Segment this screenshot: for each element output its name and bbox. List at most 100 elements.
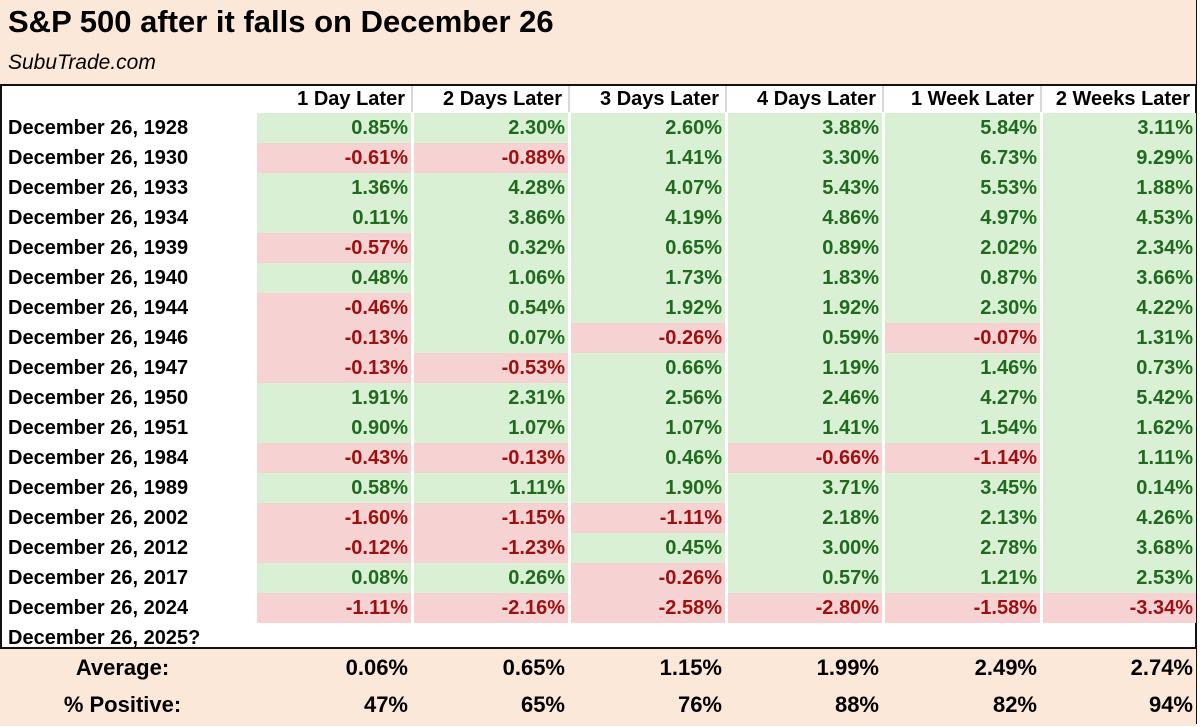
summary-value: 1.99% — [816, 655, 879, 680]
table-cell: 2.18% — [728, 503, 882, 533]
table-cell: 1.54% — [885, 413, 1040, 443]
row-label: December 26, 2017 — [8, 567, 189, 589]
table-cell: -2.16% — [414, 593, 568, 623]
table-cell: 2.78% — [885, 533, 1040, 563]
table-cell: 1.91% — [257, 383, 411, 413]
table-cell: 0.59% — [728, 323, 882, 353]
table-cell: 1.92% — [728, 293, 882, 323]
row-label: December 26, 2025? — [8, 627, 201, 649]
column-header: 2 Weeks Later — [1055, 88, 1190, 110]
row-label: December 26, 1928 — [8, 117, 189, 139]
table-cell: 4.26% — [1043, 503, 1196, 533]
summary-footer — [0, 647, 1196, 726]
column-divider — [882, 86, 884, 112]
summary-label: % Positive: — [63, 692, 182, 717]
table-cell: -1.58% — [885, 593, 1040, 623]
table-cell: -0.07% — [885, 323, 1040, 353]
table-cell: 2.34% — [1043, 233, 1196, 263]
table-cell: 0.48% — [257, 263, 411, 293]
table-cell: 0.07% — [414, 323, 568, 353]
summary-value: 2.49% — [974, 655, 1037, 680]
summary-value: 0.65% — [502, 655, 565, 680]
table-cell: 1.36% — [257, 173, 411, 203]
table-cell: 2.31% — [414, 383, 568, 413]
table-cell: 0.11% — [257, 203, 411, 233]
summary-value: 76% — [677, 692, 722, 717]
column-header: 4 Days Later — [757, 88, 876, 110]
column-divider — [411, 86, 413, 112]
table-cell: -0.13% — [257, 323, 411, 353]
column-divider — [725, 86, 727, 112]
table-cell: -1.15% — [414, 503, 568, 533]
table-cell: 5.53% — [885, 173, 1040, 203]
table-cell: 0.57% — [728, 563, 882, 593]
row-label: December 26, 2002 — [8, 507, 189, 529]
table-cell: 4.22% — [1043, 293, 1196, 323]
table-cell: -1.11% — [571, 503, 725, 533]
table-cell: 5.43% — [728, 173, 882, 203]
row-label: December 26, 2012 — [8, 537, 189, 559]
table-cell: 4.19% — [571, 203, 725, 233]
table-cell: 1.07% — [571, 413, 725, 443]
table-cell: -0.66% — [728, 443, 882, 473]
column-divider — [568, 86, 570, 112]
table-cell: 4.27% — [885, 383, 1040, 413]
table-cell: 1.41% — [571, 143, 725, 173]
table-cell: 0.66% — [571, 353, 725, 383]
table-cell: 4.53% — [1043, 203, 1196, 233]
table-cell: 1.83% — [728, 263, 882, 293]
table-cell: 0.54% — [414, 293, 568, 323]
table-cell: 0.46% — [571, 443, 725, 473]
table-cell: -0.61% — [257, 143, 411, 173]
row-label: December 26, 1930 — [8, 147, 189, 169]
summary-label: Average: — [75, 655, 170, 680]
table-cell: 3.45% — [885, 473, 1040, 503]
row-label: December 26, 1940 — [8, 267, 189, 289]
table-cell: 1.21% — [885, 563, 1040, 593]
table-cell: 0.32% — [414, 233, 568, 263]
table-cell: 3.68% — [1043, 533, 1196, 563]
table-cell: -1.14% — [885, 443, 1040, 473]
table-cell: 3.86% — [414, 203, 568, 233]
row-label: December 26, 2024 — [8, 597, 189, 619]
table-cell: 2.46% — [728, 383, 882, 413]
table-cell: 4.28% — [414, 173, 568, 203]
table-cell: 0.26% — [414, 563, 568, 593]
table-cell: -1.23% — [414, 533, 568, 563]
table-cell: 1.41% — [728, 413, 882, 443]
table-cell: 2.13% — [885, 503, 1040, 533]
column-header: 3 Days Later — [600, 88, 719, 110]
table-cell: 1.90% — [571, 473, 725, 503]
table-cell: -0.53% — [414, 353, 568, 383]
summary-value: 2.74% — [1130, 655, 1193, 680]
table-cell: 0.87% — [885, 263, 1040, 293]
table-cell: 2.30% — [885, 293, 1040, 323]
row-label: December 26, 1951 — [8, 417, 189, 439]
column-divider — [1040, 86, 1042, 112]
table-cell: -0.26% — [571, 563, 725, 593]
summary-value: 1.15% — [659, 655, 722, 680]
column-header: 1 Day Later — [297, 88, 405, 110]
table-cell: 0.85% — [257, 113, 411, 143]
column-header: 1 Week Later — [910, 88, 1034, 110]
table-cell: 2.60% — [571, 113, 725, 143]
table-cell: 1.88% — [1043, 173, 1196, 203]
table-cell: -0.13% — [257, 353, 411, 383]
table-cell: 4.97% — [885, 203, 1040, 233]
row-label: December 26, 1939 — [8, 237, 189, 259]
table-cell: 0.08% — [257, 563, 411, 593]
table-cell: -0.13% — [414, 443, 568, 473]
summary-value: 94% — [1148, 692, 1193, 717]
source-label: SubuTrade.com — [8, 51, 156, 74]
table-cell: 9.29% — [1043, 143, 1196, 173]
table-cell: 3.11% — [1043, 113, 1196, 143]
table-cell: 0.58% — [257, 473, 411, 503]
table-cell: 0.73% — [1043, 353, 1196, 383]
column-header: 2 Days Later — [443, 88, 562, 110]
table-cell: 5.42% — [1043, 383, 1196, 413]
table-cell: 2.56% — [571, 383, 725, 413]
header: S&P 500 after it falls on December 26 Su… — [0, 0, 1196, 86]
table-cell: -0.46% — [257, 293, 411, 323]
table-cell: -1.60% — [257, 503, 411, 533]
row-label: December 26, 1933 — [8, 177, 189, 199]
